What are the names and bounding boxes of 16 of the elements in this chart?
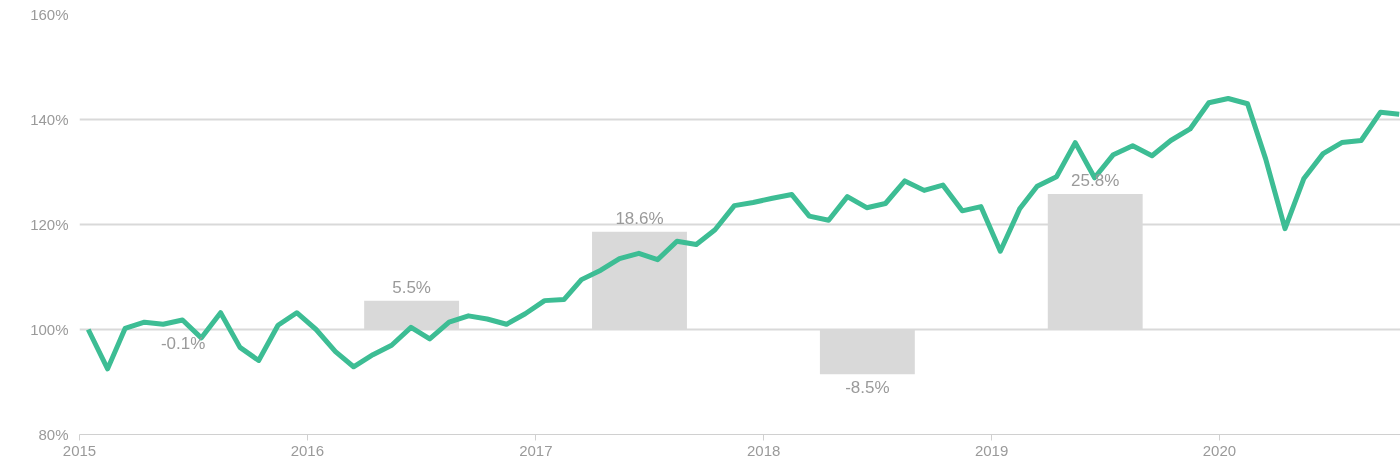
y-tick-label: 100%	[30, 321, 69, 338]
y-tick-label: 80%	[38, 426, 69, 443]
data-label: -8.5%	[845, 378, 890, 398]
y-tick-label: 160%	[30, 6, 69, 23]
data-label: 25.8%	[1071, 171, 1120, 191]
data-label: 18.6%	[615, 208, 664, 228]
x-tick-label: 2020	[1202, 441, 1237, 459]
x-tick-label: 2018	[747, 441, 781, 459]
data-label: 5.5%	[392, 277, 431, 297]
x-tick-label: 2017	[519, 441, 553, 459]
x-tick-label: 2015	[62, 441, 97, 459]
x-tick-label: 2019	[974, 441, 1009, 459]
x-tick-label: 2016	[290, 441, 325, 459]
data-label: -0.1%	[160, 334, 206, 354]
y-tick-label: 140%	[30, 111, 69, 128]
y-tick-label: 120%	[30, 216, 69, 233]
